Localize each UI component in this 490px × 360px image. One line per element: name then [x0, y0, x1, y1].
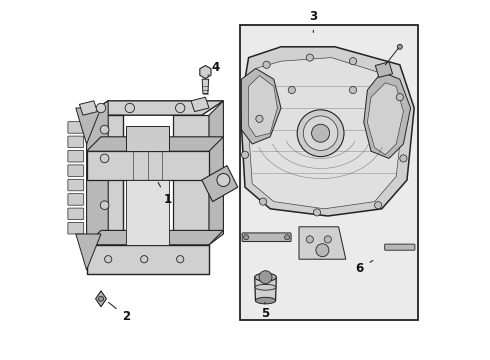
- FancyBboxPatch shape: [68, 222, 84, 234]
- FancyBboxPatch shape: [68, 136, 84, 148]
- Circle shape: [104, 256, 112, 263]
- Circle shape: [242, 151, 248, 158]
- Text: 2: 2: [109, 302, 130, 323]
- Circle shape: [324, 236, 331, 243]
- Circle shape: [288, 86, 295, 94]
- Circle shape: [125, 103, 134, 113]
- Polygon shape: [200, 66, 211, 78]
- Circle shape: [259, 198, 267, 205]
- Circle shape: [374, 202, 382, 209]
- FancyBboxPatch shape: [242, 233, 291, 242]
- Polygon shape: [242, 47, 414, 216]
- Ellipse shape: [255, 297, 275, 304]
- Text: 6: 6: [355, 261, 373, 275]
- Circle shape: [312, 124, 330, 142]
- Polygon shape: [87, 230, 223, 245]
- Polygon shape: [242, 68, 281, 144]
- Bar: [240, 25, 418, 320]
- Polygon shape: [173, 115, 209, 245]
- Polygon shape: [202, 79, 209, 94]
- Circle shape: [256, 115, 263, 122]
- Ellipse shape: [255, 284, 276, 290]
- Polygon shape: [87, 245, 209, 274]
- Circle shape: [175, 103, 185, 113]
- Polygon shape: [375, 62, 392, 77]
- Circle shape: [141, 256, 148, 263]
- FancyBboxPatch shape: [68, 165, 84, 176]
- FancyBboxPatch shape: [68, 194, 84, 205]
- FancyBboxPatch shape: [68, 179, 84, 191]
- Polygon shape: [255, 277, 276, 301]
- Polygon shape: [248, 76, 277, 137]
- Polygon shape: [299, 227, 346, 259]
- Polygon shape: [126, 126, 170, 151]
- Polygon shape: [87, 137, 223, 151]
- Circle shape: [176, 256, 184, 263]
- Circle shape: [303, 116, 338, 150]
- Polygon shape: [87, 151, 209, 180]
- FancyBboxPatch shape: [68, 208, 84, 220]
- Circle shape: [349, 58, 357, 65]
- Circle shape: [100, 201, 109, 210]
- Polygon shape: [191, 97, 209, 112]
- Circle shape: [259, 271, 272, 284]
- Polygon shape: [87, 115, 122, 245]
- Ellipse shape: [255, 273, 276, 281]
- Polygon shape: [368, 83, 403, 155]
- Circle shape: [100, 154, 109, 163]
- Polygon shape: [87, 101, 108, 245]
- Circle shape: [314, 209, 320, 216]
- Polygon shape: [87, 101, 223, 115]
- Circle shape: [263, 61, 270, 68]
- Polygon shape: [96, 291, 106, 307]
- Text: 3: 3: [309, 10, 318, 32]
- Polygon shape: [364, 72, 411, 158]
- Polygon shape: [79, 101, 98, 115]
- FancyBboxPatch shape: [385, 244, 415, 250]
- Polygon shape: [209, 101, 223, 245]
- Text: 5: 5: [261, 302, 269, 320]
- Text: 1: 1: [158, 183, 172, 206]
- Circle shape: [100, 125, 109, 134]
- Circle shape: [97, 103, 106, 113]
- Circle shape: [98, 296, 103, 301]
- Circle shape: [244, 235, 248, 240]
- Circle shape: [306, 236, 314, 243]
- Circle shape: [349, 86, 357, 94]
- Text: 4: 4: [208, 61, 220, 75]
- Circle shape: [297, 110, 344, 157]
- Circle shape: [316, 244, 329, 257]
- FancyBboxPatch shape: [68, 122, 84, 133]
- Polygon shape: [76, 108, 101, 144]
- Polygon shape: [202, 166, 238, 202]
- FancyBboxPatch shape: [68, 150, 84, 162]
- Circle shape: [306, 54, 314, 61]
- Polygon shape: [126, 180, 170, 245]
- Circle shape: [396, 94, 403, 101]
- Circle shape: [285, 235, 290, 240]
- Circle shape: [400, 155, 407, 162]
- Circle shape: [397, 44, 402, 49]
- Polygon shape: [248, 58, 403, 209]
- Circle shape: [217, 174, 230, 186]
- Polygon shape: [76, 234, 101, 270]
